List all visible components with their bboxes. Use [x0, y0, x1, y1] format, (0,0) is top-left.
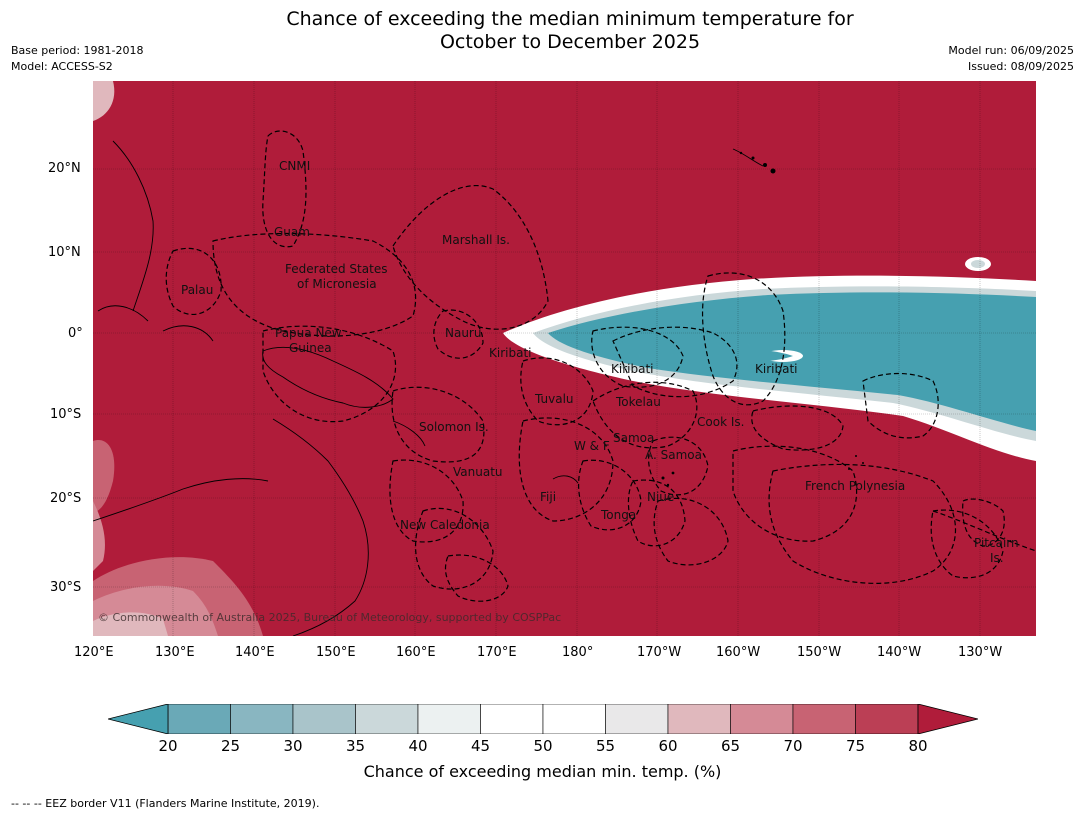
label-tonga: Tonga — [601, 508, 637, 522]
lat-label-20n: 20°N — [48, 161, 81, 176]
label-niue: Niue — [647, 490, 675, 504]
label-new-caledonia: New Caledonia — [400, 518, 490, 532]
issued-date: Issued: 08/09/2025 — [967, 60, 1074, 73]
label-tokelau: Tokelau — [616, 395, 661, 409]
label-kiribati-west: Kiribati — [489, 346, 532, 360]
lon-label-150w: 150°W — [797, 645, 842, 660]
title-line-2: October to December 2025 — [439, 31, 701, 53]
colorbar-tick-label: 40 — [408, 737, 428, 755]
label-cnmi: CNMI — [279, 159, 311, 173]
colorbar-tick-label: 30 — [283, 737, 303, 755]
label-wallis-futuna: W & F — [574, 439, 610, 453]
label-vanuatu: Vanuatu — [453, 465, 503, 479]
model-name: Model: ACCESS-S2 — [11, 60, 113, 73]
colorbar-tick-label: 50 — [533, 737, 553, 755]
label-guam: Guam — [274, 225, 310, 239]
label-american-samoa: A. Samoa — [645, 448, 702, 462]
colorbar — [108, 704, 978, 734]
label-fsm-2: of Micronesia — [297, 277, 377, 291]
colorbar-tick-label: 25 — [220, 737, 241, 755]
lon-label-180: 180° — [562, 645, 594, 660]
label-png-1: Papua New — [275, 326, 342, 340]
label-kiribati-central: Kiribati — [611, 362, 654, 376]
colorbar-tick-label: 60 — [658, 737, 678, 755]
meta-right: Model run: 06/09/2025 Issued: 08/09/2025 — [948, 43, 1074, 75]
colorbar-box — [542, 704, 606, 734]
colorbar-tick-label: 35 — [345, 737, 366, 755]
lat-label-0: 0° — [68, 326, 83, 341]
cold-tongue — [503, 257, 1036, 461]
colorbar-tick-label: 65 — [720, 737, 741, 755]
colorbar-box — [167, 704, 231, 734]
eez-footnote: -- -- -- EEZ border V11 (Flanders Marine… — [11, 797, 320, 810]
lat-label-30s: 30°S — [50, 580, 82, 595]
lon-label-120e: 120°E — [74, 645, 114, 660]
colorbar-box — [480, 704, 544, 734]
colorbar-box — [417, 704, 481, 734]
base-period: Base period: 1981-2018 — [11, 44, 144, 57]
lon-label-170w: 170°W — [637, 645, 682, 660]
map-panel: © Commonwealth of Australia 2025, Bureau… — [93, 81, 1036, 636]
map-canvas — [93, 81, 1036, 636]
colorbar-box — [730, 704, 794, 734]
southern-patches — [93, 81, 263, 636]
colorbar-box — [667, 704, 731, 734]
colorbar-tick-label: 55 — [595, 737, 616, 755]
lat-label-20s: 20°S — [50, 491, 82, 506]
map-title: Chance of exceeding the median minimum t… — [0, 8, 1085, 54]
lon-label-170e: 170°E — [477, 645, 517, 660]
label-solomon: Solomon Is. — [419, 420, 489, 434]
colorbar-box — [792, 704, 856, 734]
graticule — [93, 81, 1036, 636]
label-nauru: Nauru — [445, 326, 482, 340]
label-marshall: Marshall Is. — [442, 233, 510, 247]
label-fsm-1: Federated States — [285, 262, 388, 276]
lat-label-10s: 10°S — [50, 407, 82, 422]
colorbar-tick-label: 20 — [158, 737, 178, 755]
eez-borders — [165, 130, 1036, 602]
label-tuvalu: Tuvalu — [535, 392, 574, 406]
lon-label-160w: 160°W — [716, 645, 761, 660]
colorbar-over-arrow — [917, 704, 978, 734]
label-pitcairn-1: Pitcairn — [974, 536, 1019, 550]
colorbar-box — [855, 704, 919, 734]
lon-label-160e: 160°E — [396, 645, 436, 660]
label-kiribati-east: Kiribati — [755, 362, 798, 376]
colorbar-box — [355, 704, 419, 734]
colorbar-tick-label: 75 — [845, 737, 866, 755]
lon-label-150e: 150°E — [316, 645, 356, 660]
colorbar-tick-label: 45 — [470, 737, 491, 755]
lon-label-140w: 140°W — [877, 645, 922, 660]
colorbar-box — [605, 704, 669, 734]
label-fiji: Fiji — [540, 490, 557, 504]
meta-left: Base period: 1981-2018 Model: ACCESS-S2 — [11, 43, 143, 75]
lon-label-130e: 130°E — [155, 645, 195, 660]
title-line-1: Chance of exceeding the median minimum t… — [286, 8, 854, 30]
colorbar-tick-label: 70 — [783, 737, 803, 755]
label-french-polynesia: French Polynesia — [805, 479, 906, 493]
label-png-2: Guinea — [289, 341, 332, 355]
label-samoa: Samoa — [613, 431, 655, 445]
lat-label-10n: 10°N — [48, 245, 81, 260]
copyright-notice: © Commonwealth of Australia 2025, Bureau… — [98, 611, 562, 624]
lon-label-140e: 140°E — [235, 645, 275, 660]
coastlines — [93, 140, 764, 636]
lon-label-130w: 130°W — [958, 645, 1003, 660]
colorbar-box — [292, 704, 356, 734]
label-palau: Palau — [181, 283, 214, 297]
colorbar-under-arrow — [108, 704, 169, 734]
colorbar-box — [230, 704, 294, 734]
model-run: Model run: 06/09/2025 — [948, 44, 1074, 57]
label-cook: Cook Is. — [697, 415, 745, 429]
colorbar-label: Chance of exceeding median min. temp. (%… — [363, 762, 722, 781]
label-pitcairn-2: Is. — [990, 551, 1004, 565]
islands — [661, 151, 864, 487]
colorbar-tick-label: 80 — [908, 737, 928, 755]
